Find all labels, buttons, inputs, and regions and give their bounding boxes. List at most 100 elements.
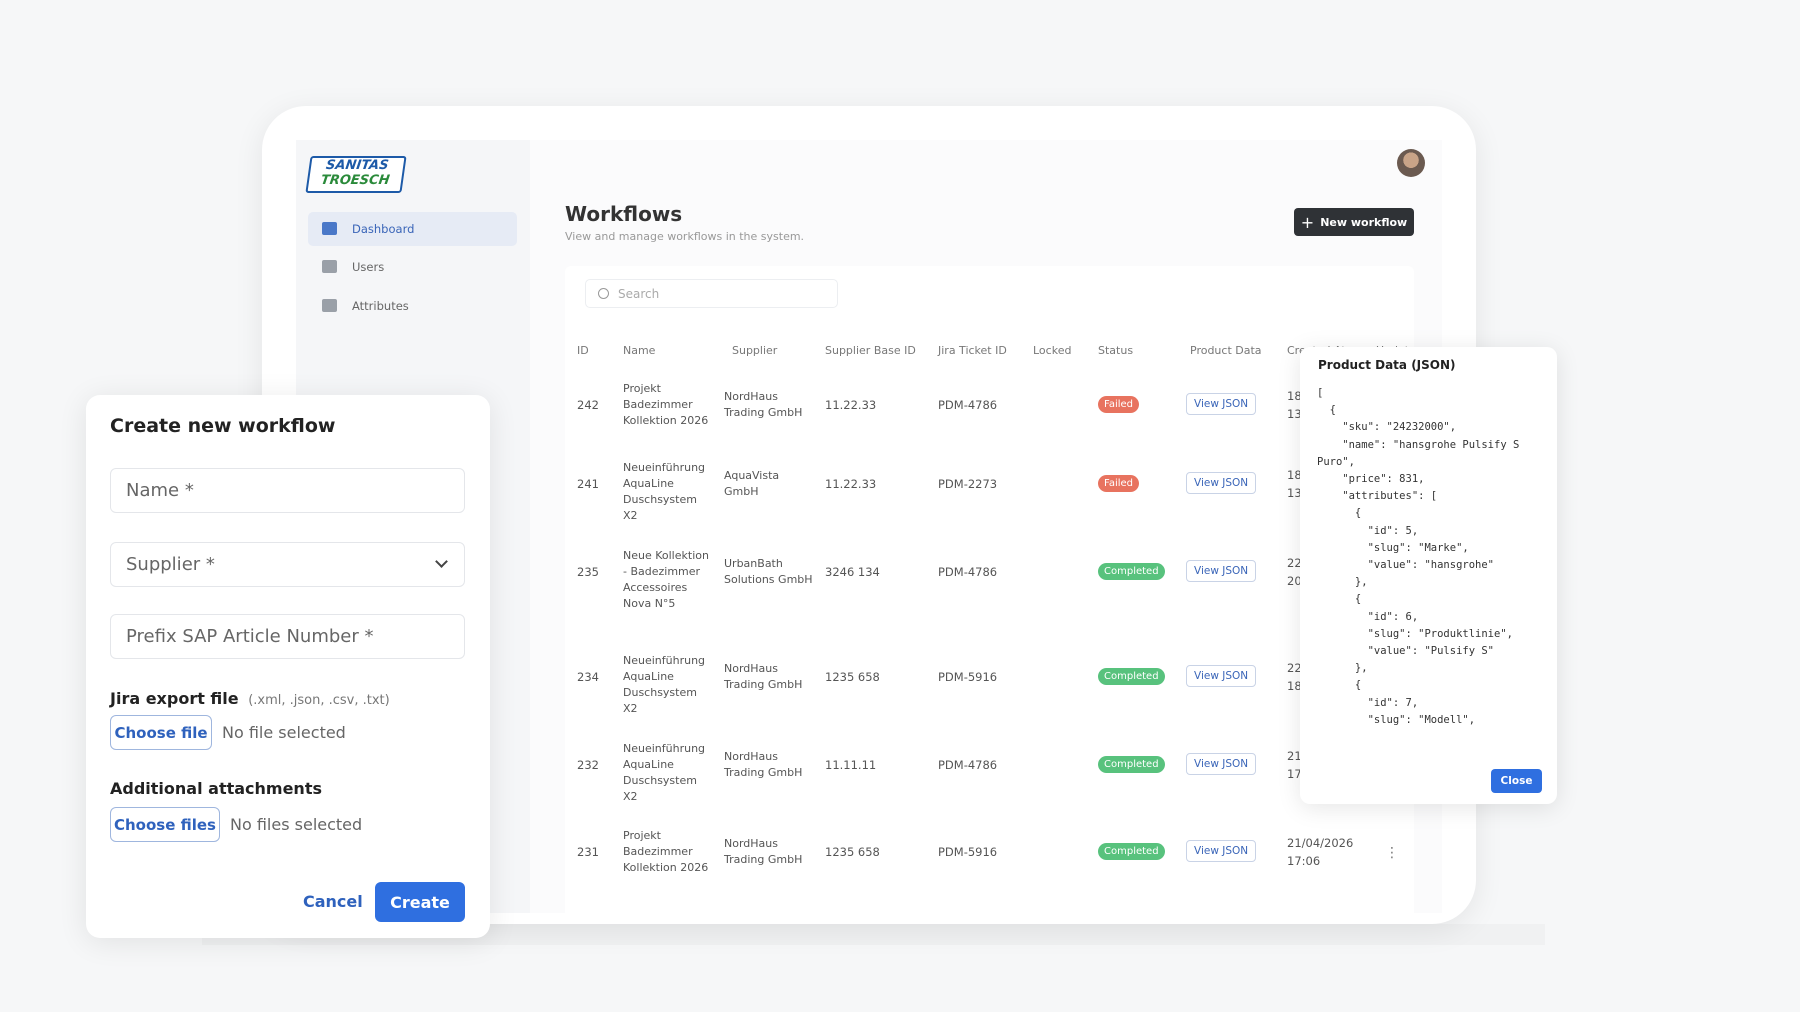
nav-label: Dashboard (352, 222, 415, 236)
cell-supplier: NordHaus Trading GmbH (724, 662, 803, 691)
kebab-menu[interactable]: ⋮ (1385, 845, 1399, 861)
cell-name: Neueinführung AquaLine Duschsystem X2 (623, 742, 706, 803)
json-line: "value": "hansgrohe" (1317, 559, 1495, 572)
json-line: { (1317, 404, 1336, 417)
cell-created-date: 22 (1287, 661, 1302, 675)
new-workflow-button[interactable]: + New workflow (1294, 208, 1414, 236)
nav-item[interactable]: Dashboard (308, 212, 517, 246)
json-line: "slug": "Produktlinie", (1317, 627, 1513, 640)
column-header: Supplier (732, 344, 778, 357)
supplier-select[interactable]: Supplier * (110, 542, 465, 587)
view-json-button[interactable]: View JSON (1186, 753, 1257, 775)
form-title: Create new workflow (110, 415, 336, 437)
json-line: "attributes": [ (1317, 490, 1438, 503)
choose-file-button[interactable]: Choose file (110, 715, 212, 750)
json-line: "price": 831, (1317, 473, 1425, 486)
cell-name: Neueinführung AquaLine Duschsystem X2 (623, 654, 706, 715)
cell-base-id: 1235 658 (825, 670, 880, 684)
status-badge: Completed (1098, 756, 1165, 773)
json-line: { (1317, 593, 1362, 606)
laptop-bar (202, 924, 1545, 945)
cell-jira: PDM-4786 (938, 398, 998, 412)
cell-id: 231 (577, 845, 599, 859)
input-placeholder: Name * (126, 480, 194, 501)
search-placeholder: Search (618, 286, 660, 301)
create-form: Create new workflow Name * Supplier * Pr… (86, 395, 490, 938)
page-subtitle: View and manage workflows in the system. (565, 230, 805, 243)
json-line: }, (1317, 576, 1368, 589)
input-placeholder: Prefix SAP Article Number * (126, 626, 374, 647)
cell-supplier: UrbanBath Solutions GmbH (724, 557, 813, 586)
cell-created-time: 17:06 (1287, 854, 1321, 868)
cell-supplier: NordHaus Trading GmbH (724, 837, 803, 866)
json-line: "id": 7, (1317, 696, 1419, 709)
cell-base-id: 11.22.33 (825, 398, 877, 412)
json-line: "name": "hansgrohe Pulsify S (1317, 438, 1520, 451)
json-line: "id": 5, (1317, 524, 1419, 537)
cell-id: 232 (577, 758, 599, 772)
column-header: Locked (1033, 344, 1072, 357)
column-header: Name (623, 344, 656, 357)
json-line: "sku": "24232000", (1317, 421, 1457, 434)
field-label-text: Jira export file (110, 689, 239, 708)
search-input[interactable]: Search (585, 279, 838, 308)
status-badge: Failed (1098, 396, 1140, 413)
status-badge: Completed (1098, 843, 1165, 860)
logo-line: TROESCH (319, 173, 391, 188)
column-header: Supplier Base ID (825, 344, 916, 357)
cell-supplier: AquaVista GmbH (724, 469, 780, 498)
cell-jira: PDM-5916 (938, 845, 998, 859)
json-line: "id": 6, (1317, 610, 1419, 623)
json-line: }, (1317, 662, 1368, 675)
logo: SANITAS TROESCH (305, 156, 407, 193)
view-json-button[interactable]: View JSON (1186, 472, 1257, 494)
json-content: [ { "sku": "24232000", "name": "hansgroh… (1317, 385, 1549, 725)
cell-base-id: 11.22.33 (825, 477, 877, 491)
status-badge: Completed (1098, 563, 1165, 580)
cell-base-id: 1235 658 (825, 845, 880, 859)
cell-jira: PDM-4786 (938, 758, 998, 772)
close-button[interactable]: Close (1491, 769, 1542, 793)
logo-line: SANITAS (324, 158, 390, 173)
input-placeholder: Supplier * (126, 554, 215, 575)
page-title: Workflows (565, 202, 683, 226)
nav-item[interactable]: Attributes (308, 289, 517, 323)
nav-label: Users (352, 260, 385, 274)
view-json-button[interactable]: View JSON (1186, 665, 1257, 687)
cell-name: Neueinführung AquaLine Duschsystem X2 (623, 461, 706, 522)
cell-id: 235 (577, 565, 599, 579)
field-label: Jira export file (.xml, .json, .csv, .tx… (110, 689, 390, 708)
nav-label: Attributes (352, 299, 409, 313)
view-json-button[interactable]: View JSON (1186, 393, 1257, 415)
field-label: Additional attachments (110, 779, 322, 798)
json-line: Puro", (1317, 455, 1355, 468)
json-line: "slug": "Marke", (1317, 541, 1469, 554)
column-header: ID (577, 344, 589, 357)
avatar[interactable] (1397, 149, 1425, 177)
column-header: Status (1098, 344, 1134, 357)
json-popup: Product Data (JSON) [ { "sku": "24232000… (1300, 347, 1557, 804)
column-header: Product Data (1190, 344, 1262, 357)
cell-jira: PDM-5916 (938, 670, 998, 684)
choose-files-button[interactable]: Choose files (110, 807, 220, 842)
json-line: [ (1317, 387, 1324, 399)
cell-name: Neue Kollektion - Badezimmer Accessoires… (623, 549, 709, 610)
popup-title: Product Data (JSON) (1318, 358, 1456, 372)
json-line: { (1317, 679, 1362, 692)
cell-created-date: 21/04/2026 (1287, 836, 1354, 850)
file-status: No files selected (230, 815, 363, 834)
cell-name: Projekt Badezimmer Kollektion 2026 (623, 382, 709, 427)
json-line: { (1317, 507, 1362, 520)
create-button[interactable]: Create (375, 882, 465, 922)
cancel-button[interactable]: Cancel (303, 892, 363, 911)
view-json-button[interactable]: View JSON (1186, 840, 1257, 862)
view-json-button[interactable]: View JSON (1186, 560, 1257, 582)
nav-item[interactable]: Users (308, 250, 517, 284)
name-input[interactable]: Name * (110, 468, 465, 513)
field-hint: (.xml, .json, .csv, .txt) (248, 693, 390, 708)
prefix-input[interactable]: Prefix SAP Article Number * (110, 614, 465, 659)
status-badge: Failed (1098, 475, 1140, 492)
cell-jira: PDM-4786 (938, 565, 998, 579)
status-badge: Completed (1098, 668, 1165, 685)
